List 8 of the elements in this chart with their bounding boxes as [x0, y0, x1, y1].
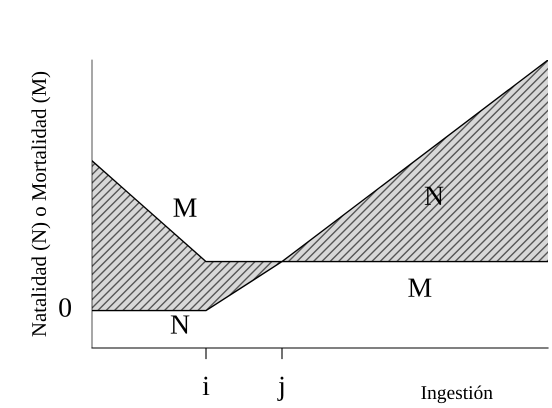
annotation: M [173, 198, 197, 217]
annotation: M [408, 278, 432, 297]
y-axis-title: Natalidad (N) o Mortalidad (M) [31, 72, 50, 336]
annotation: N [170, 315, 190, 334]
x-tick-label: j [277, 376, 284, 401]
x-axis-title: Ingestión [421, 385, 493, 404]
x-tick-label: i [202, 376, 210, 396]
text: 0 [59, 298, 71, 317]
